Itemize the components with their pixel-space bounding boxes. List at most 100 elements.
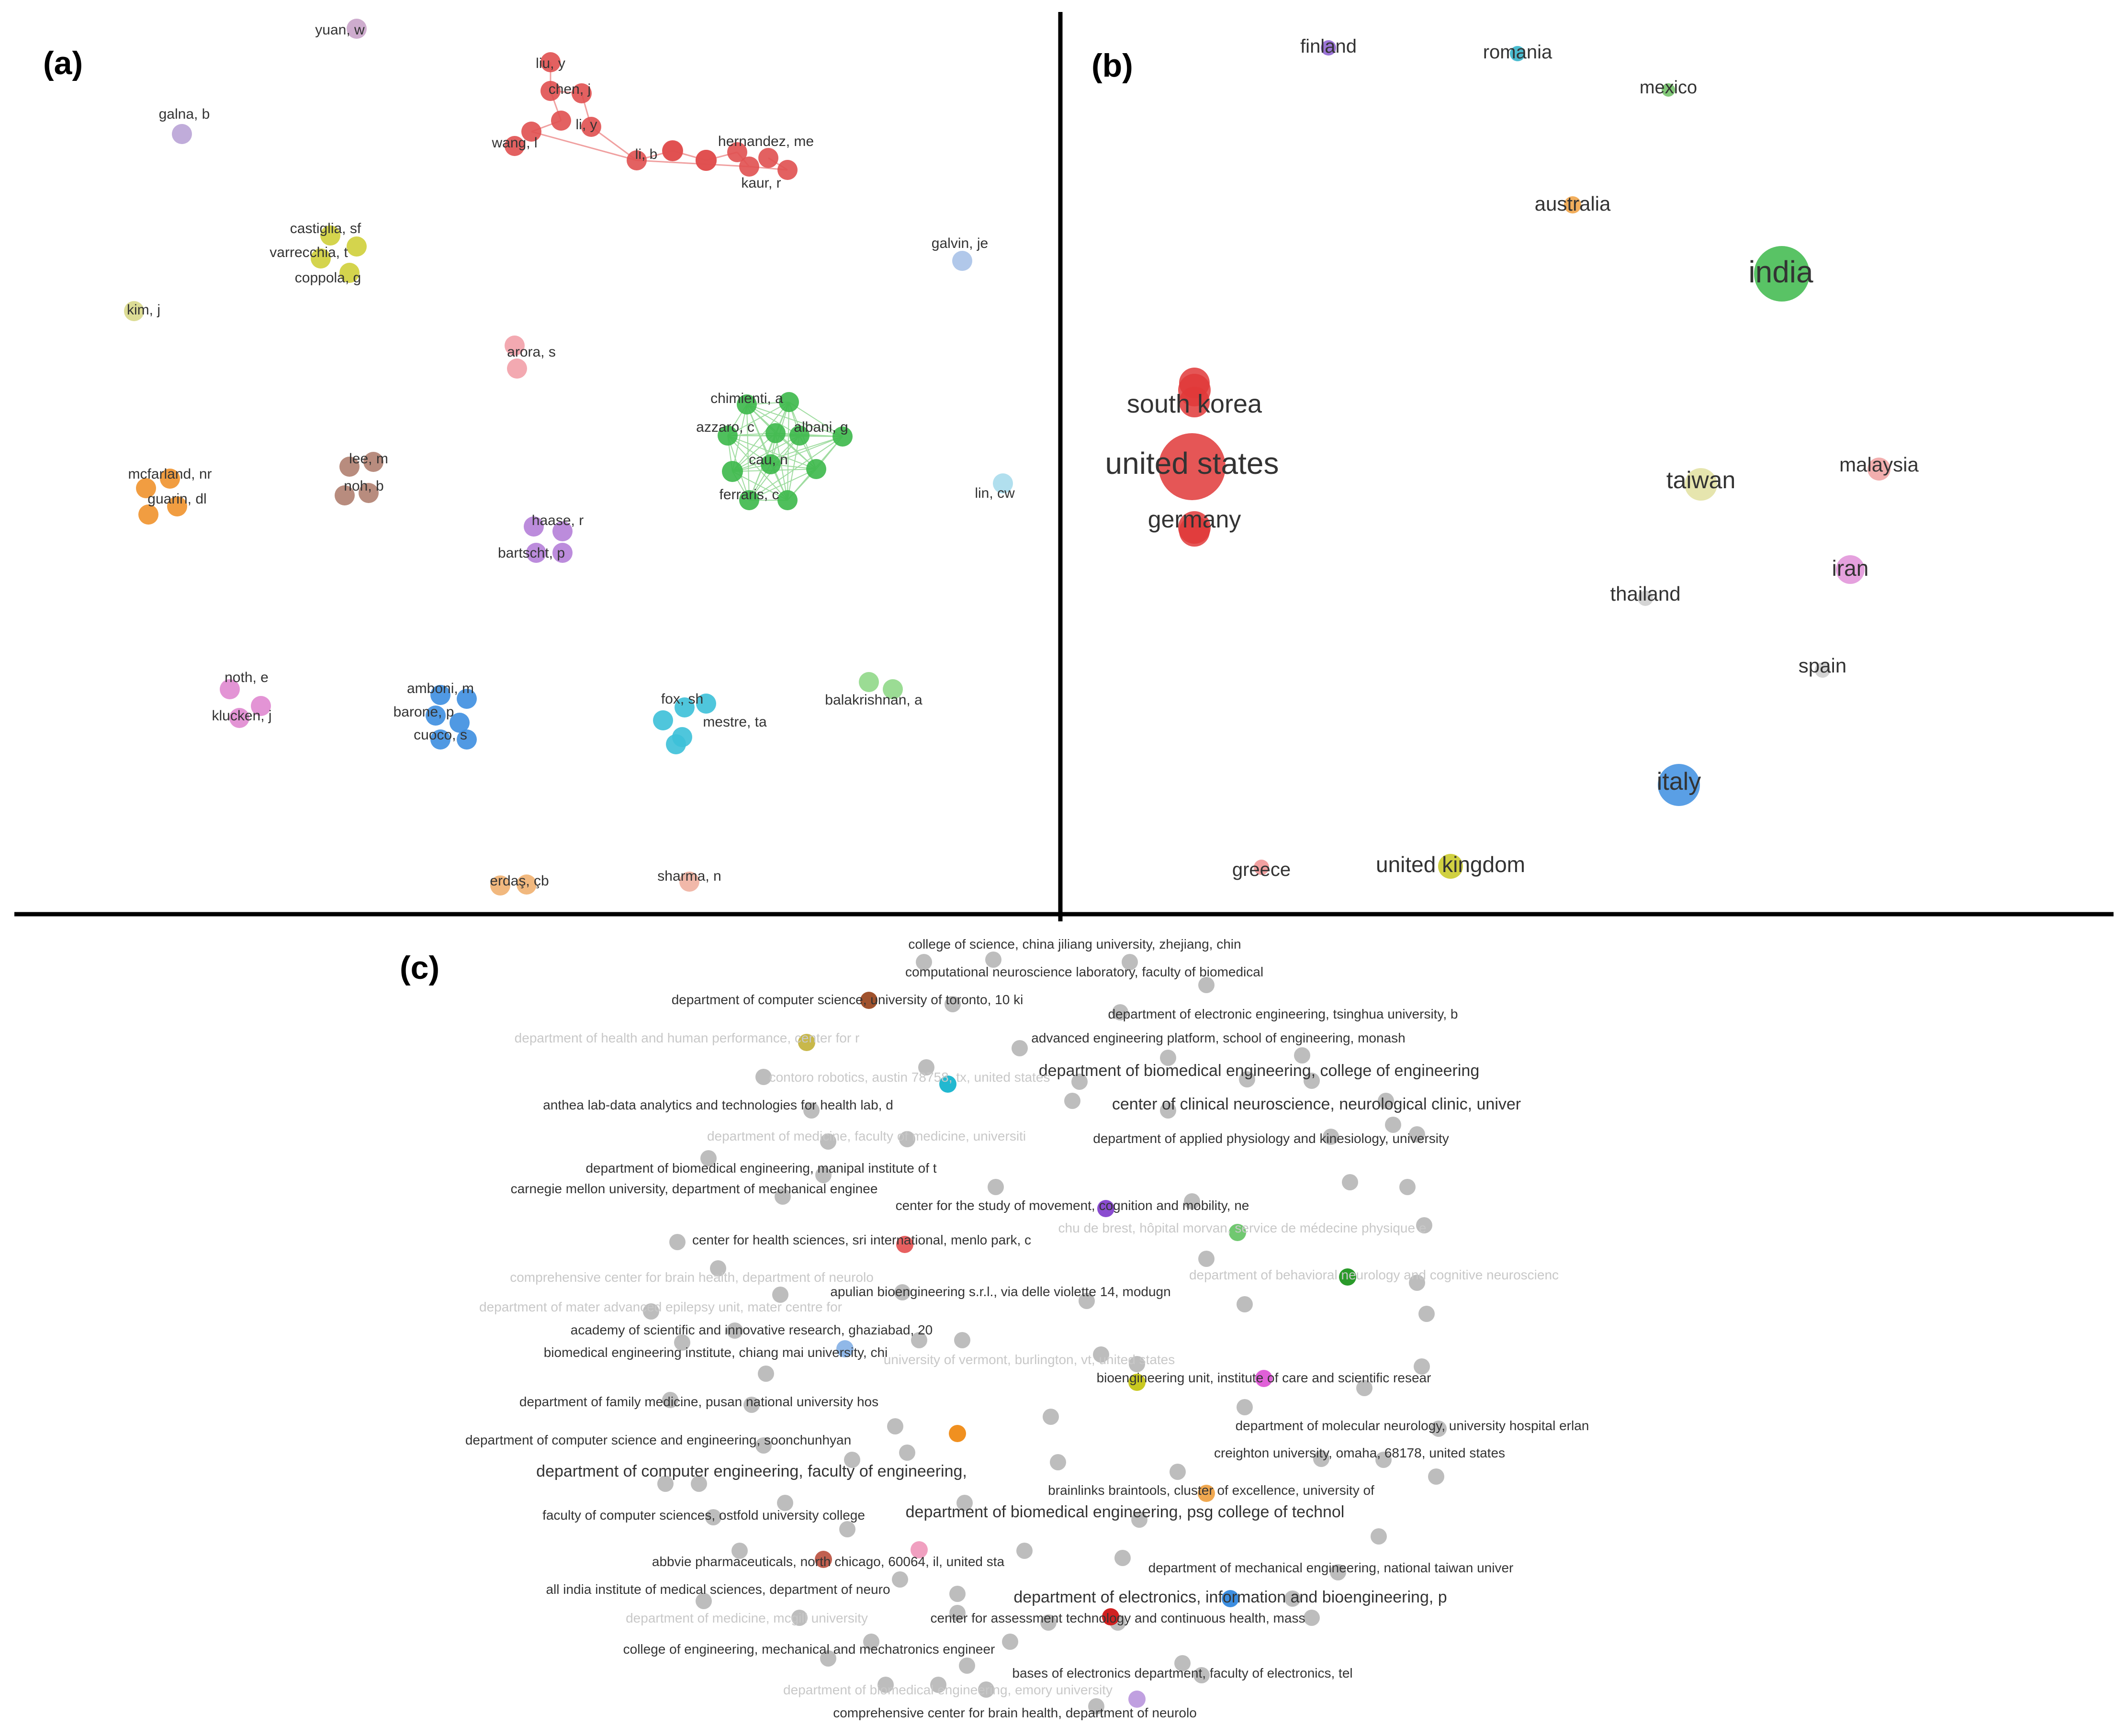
author-node-mcfarland-nr[interactable]	[160, 469, 180, 489]
author-node-chimienti-a[interactable]	[737, 394, 757, 414]
institution-orange-node[interactable]	[949, 1425, 966, 1442]
author-node-guarin-dl[interactable]	[167, 496, 187, 516]
institution-node-gray-87[interactable]	[820, 1650, 836, 1667]
institution-node-gray-45[interactable]	[1093, 1346, 1109, 1363]
author-node-hernandez-me-1[interactable]	[758, 148, 778, 168]
institution-node-gray-0[interactable]	[916, 954, 932, 970]
author-node-chen-j-1[interactable]	[572, 83, 592, 103]
institution-pink-node[interactable]	[911, 1541, 928, 1558]
institution-node-gray-42[interactable]	[911, 1332, 927, 1348]
author-node-sharma-n[interactable]	[679, 872, 699, 892]
author-node-li-y-1[interactable]	[581, 117, 601, 137]
institution-node-gray-24[interactable]	[815, 1167, 832, 1183]
author-node-haase-r-1[interactable]	[552, 521, 573, 541]
institution-node-gray-46[interactable]	[758, 1366, 774, 1382]
institution-node-gray-80[interactable]	[791, 1610, 808, 1626]
institution-node-gray-78[interactable]	[949, 1586, 966, 1602]
author-node-liu-y[interactable]	[540, 52, 561, 72]
author-node-varrecchia-t[interactable]	[311, 248, 331, 269]
country-node-thailand[interactable]	[1638, 591, 1653, 606]
country-node-south-korea[interactable]	[1178, 374, 1211, 406]
author-node-li-y[interactable]	[551, 111, 571, 131]
country-node-united-states[interactable]	[1159, 433, 1226, 500]
institution-node-gray-3[interactable]	[945, 996, 961, 1012]
institution-light-blue-node[interactable]	[836, 1340, 854, 1357]
institution-node-gray-62[interactable]	[844, 1452, 860, 1468]
author-node-noh-b-1[interactable]	[359, 483, 379, 503]
author-node-noth-e[interactable]	[220, 679, 240, 699]
country-node-malaysia[interactable]	[1867, 458, 1890, 481]
country-node-spain[interactable]	[1815, 662, 1830, 678]
author-node-klucken-j-1[interactable]	[229, 708, 249, 728]
author-node-fox-sh-2[interactable]	[653, 710, 673, 730]
institution-node-gray-67[interactable]	[705, 1509, 721, 1525]
author-node-barone-p-1[interactable]	[450, 713, 470, 733]
institution-node-gray-75[interactable]	[892, 1571, 908, 1588]
institution-node-gray-21[interactable]	[1409, 1126, 1425, 1142]
author-node-chimienti-a-1[interactable]	[779, 392, 799, 412]
institution-node-gray-48[interactable]	[1129, 1356, 1145, 1372]
country-node-germany[interactable]	[1178, 511, 1211, 544]
institution-node-gray-60[interactable]	[1375, 1452, 1392, 1468]
institution-red-node[interactable]	[1102, 1608, 1119, 1625]
author-node-arora-s-1[interactable]	[507, 358, 527, 379]
author-node-bartscht-p[interactable]	[526, 543, 546, 563]
institution-node-gray-41[interactable]	[727, 1322, 743, 1339]
author-node-ferraris-c[interactable]	[739, 490, 759, 510]
author-node-extra-green[interactable]	[722, 461, 743, 482]
institution-orange-node-2[interactable]	[1198, 1485, 1215, 1502]
author-node-azzaro-c-1[interactable]	[765, 423, 786, 443]
country-node-mexico[interactable]	[1662, 83, 1675, 97]
country-node-united-kingdom[interactable]	[1438, 854, 1463, 879]
institution-node-gray-82[interactable]	[1040, 1614, 1057, 1631]
institution-node-gray-8[interactable]	[1294, 1047, 1310, 1064]
institution-node-gray-40[interactable]	[1418, 1306, 1435, 1322]
country-node-finland[interactable]	[1321, 40, 1336, 56]
institution-salmon-node[interactable]	[896, 1236, 913, 1253]
author-node-balakrishnan-a[interactable]	[859, 672, 879, 692]
institution-node-gray-28[interactable]	[1184, 1193, 1200, 1210]
author-node-kim-j[interactable]	[124, 301, 144, 321]
institution-node-gray-1[interactable]	[985, 952, 1001, 968]
institution-node-gray-88[interactable]	[1174, 1655, 1191, 1671]
institution-node-gray-59[interactable]	[1313, 1451, 1329, 1467]
country-node-greece[interactable]	[1254, 860, 1269, 875]
institution-lavender-node[interactable]	[1128, 1691, 1146, 1708]
institution-node-gray-34[interactable]	[772, 1287, 788, 1303]
author-node-mcfarland-nr-1[interactable]	[136, 478, 156, 498]
institution-node-gray-23[interactable]	[899, 1131, 915, 1147]
author-node-lee-m[interactable]	[339, 457, 360, 477]
institution-yellow-node[interactable]	[1128, 1374, 1146, 1391]
institution-node-gray-63[interactable]	[1170, 1464, 1186, 1480]
institution-node-gray-71[interactable]	[1371, 1528, 1387, 1545]
institution-node-gray-47[interactable]	[1414, 1358, 1430, 1375]
author-node-cau-n[interactable]	[761, 454, 781, 474]
institution-node-gray-39[interactable]	[1237, 1296, 1253, 1312]
author-node-wang-l-1[interactable]	[505, 136, 525, 156]
author-node-cuoco-s[interactable]	[430, 729, 450, 750]
institution-node-gray-79[interactable]	[1284, 1590, 1301, 1607]
author-node-wang-l[interactable]	[521, 122, 541, 142]
institution-node-gray-65[interactable]	[691, 1476, 707, 1492]
author-node-kaur-r[interactable]	[739, 157, 759, 177]
author-node-guarin-dl-1[interactable]	[138, 504, 158, 525]
author-node-hernandez-me[interactable]	[727, 142, 747, 162]
country-node-australia[interactable]	[1564, 196, 1581, 213]
institution-green-node[interactable]	[1339, 1268, 1356, 1286]
institution-light-green-node[interactable]	[1229, 1224, 1246, 1241]
institution-olive-node[interactable]	[798, 1034, 815, 1051]
institution-node-gray-73[interactable]	[1016, 1543, 1033, 1559]
institution-node-gray-66[interactable]	[777, 1495, 793, 1511]
institution-node-gray-35[interactable]	[1409, 1275, 1425, 1291]
author-node-erda-b-1[interactable]	[517, 874, 537, 895]
institution-purple-node[interactable]	[1097, 1200, 1114, 1217]
institution-node-gray-53[interactable]	[1237, 1399, 1253, 1415]
institution-node-gray-76[interactable]	[1330, 1564, 1346, 1580]
country-node-italy[interactable]	[1658, 764, 1700, 806]
institution-node-gray-32[interactable]	[710, 1260, 726, 1277]
author-node-ferraris-c-1[interactable]	[777, 490, 798, 510]
institution-node-gray-83[interactable]	[1304, 1610, 1320, 1626]
author-node-lee-m-1[interactable]	[363, 452, 383, 472]
country-node-taiwan[interactable]	[1685, 468, 1717, 501]
institution-node-gray-5[interactable]	[1112, 1004, 1128, 1020]
